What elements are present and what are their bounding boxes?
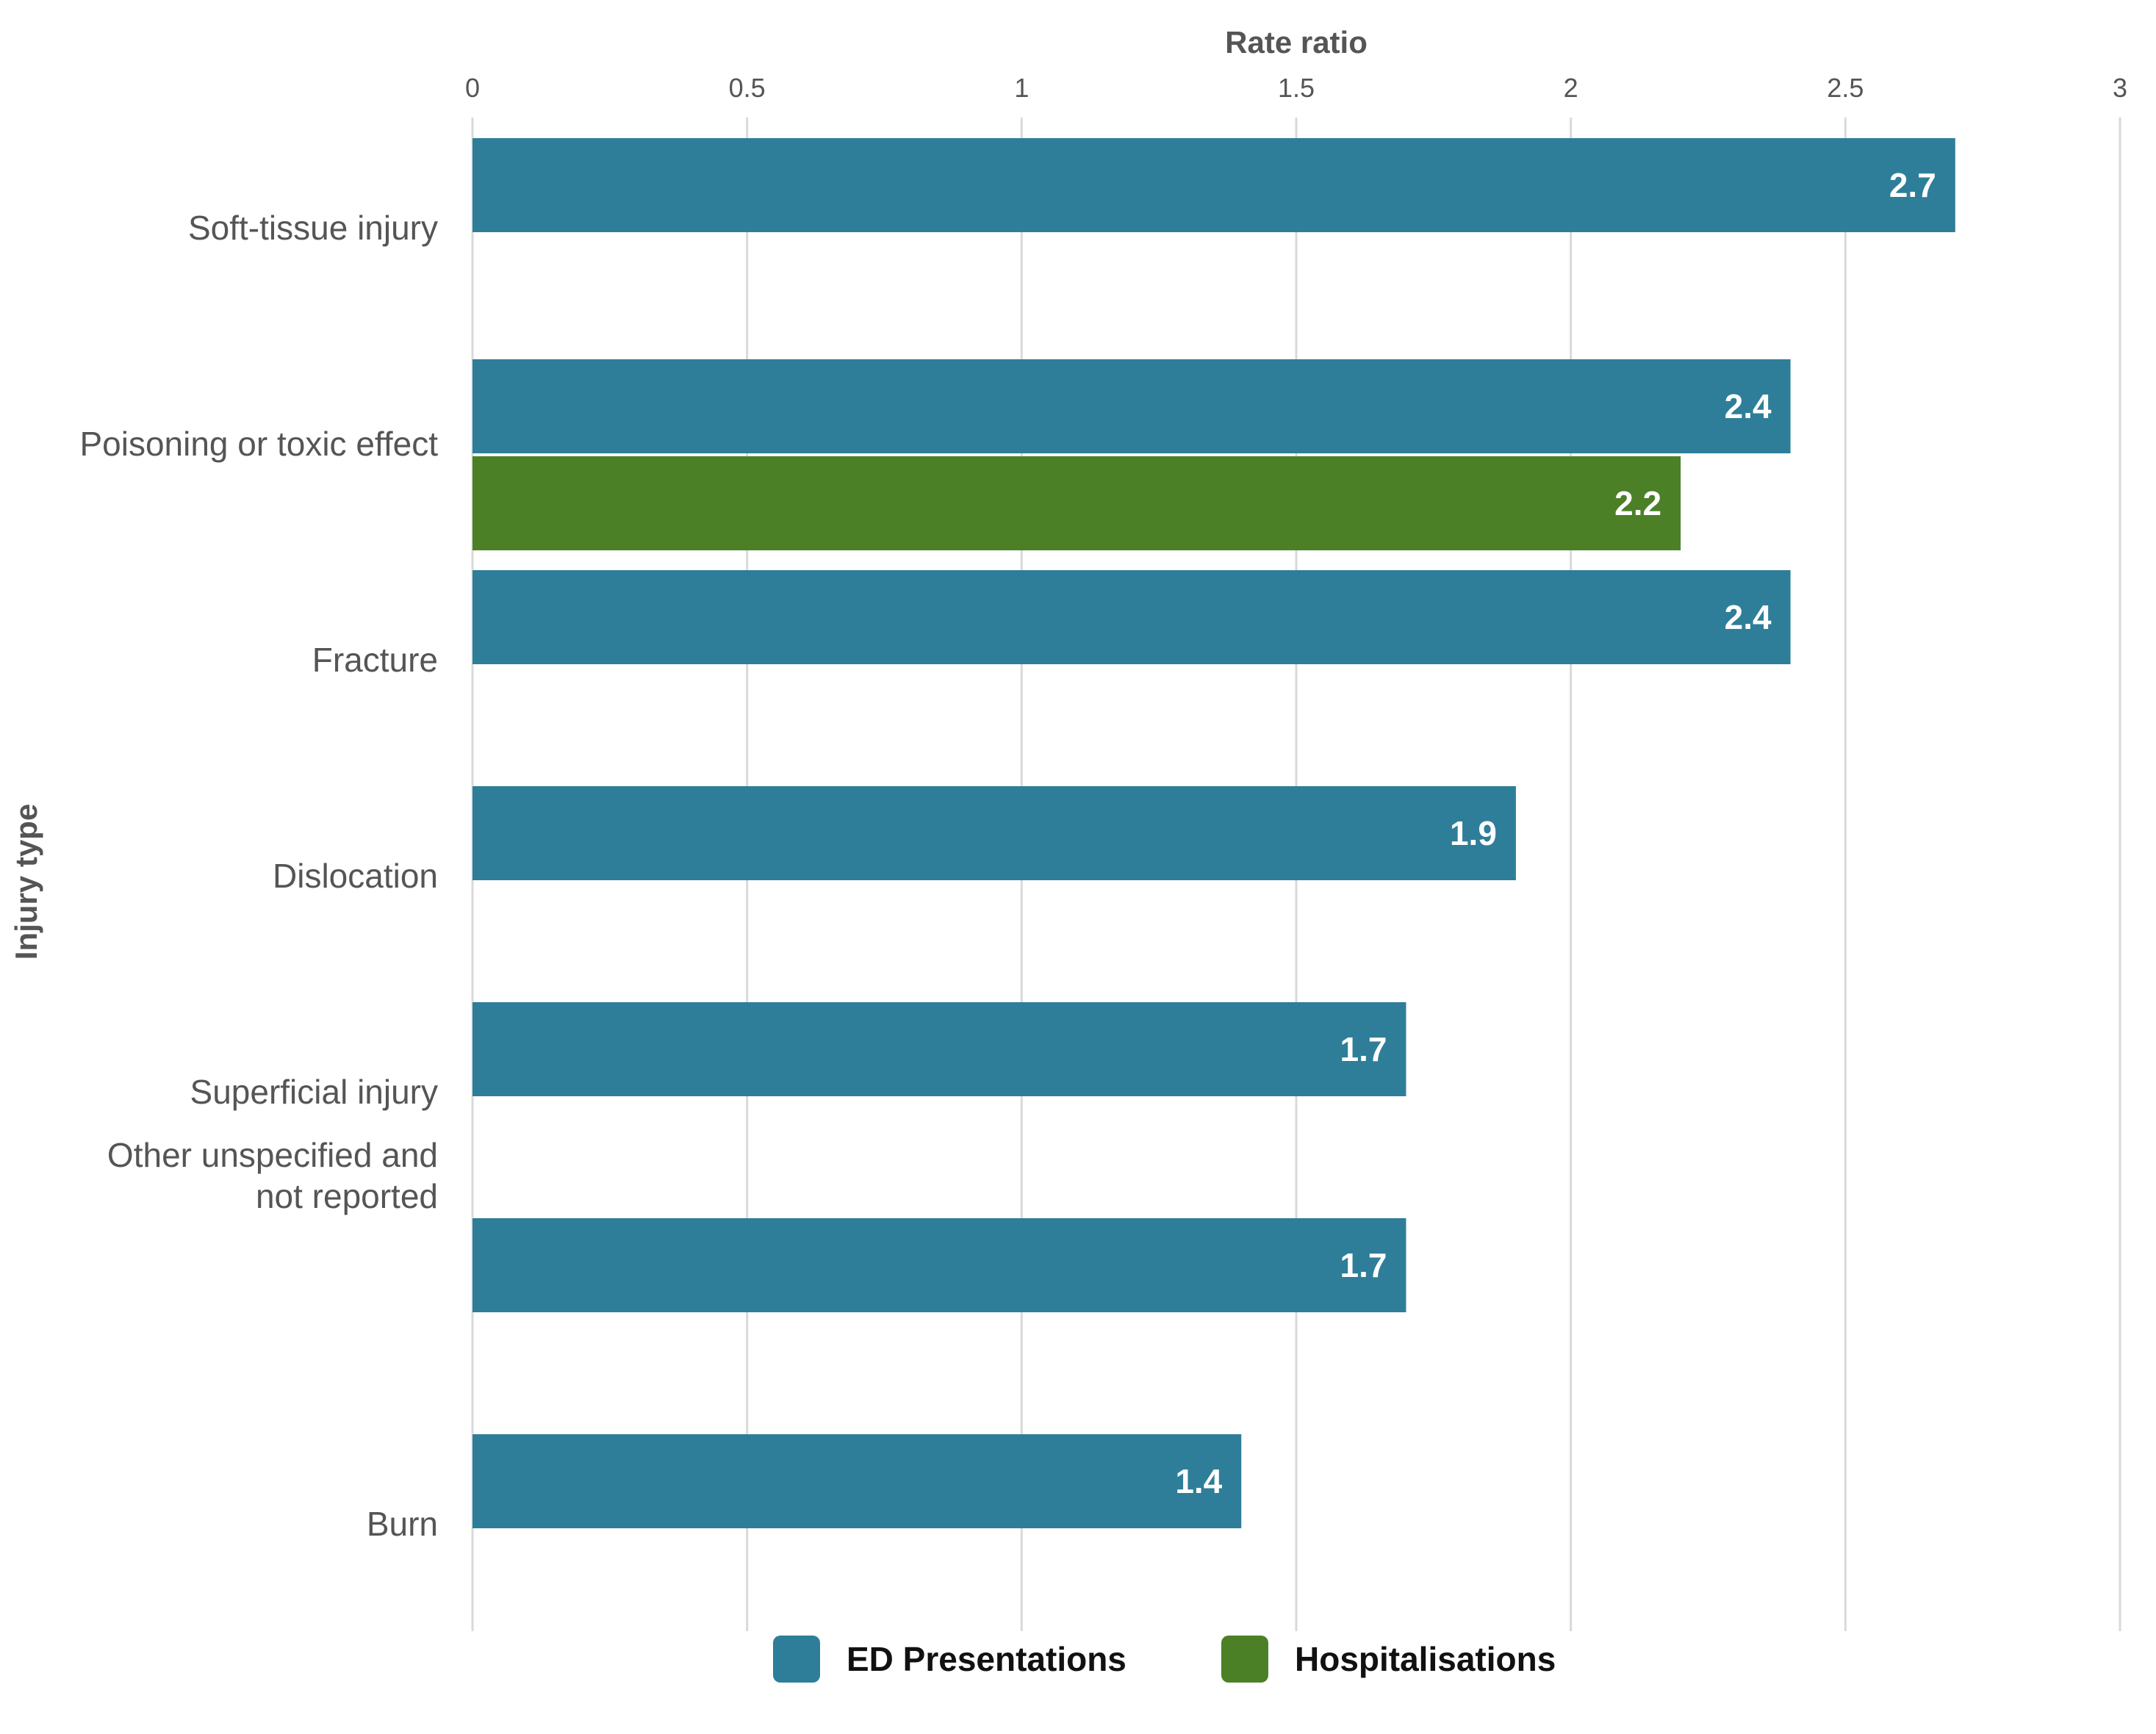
x-tick-label: 2.5: [1827, 73, 1864, 103]
category-label-line: Soft-tissue injury: [188, 209, 438, 247]
category-labels: Soft-tissue injury Poisoning or toxic eff…: [79, 209, 438, 1543]
bar-value-label: 1.7: [1340, 1030, 1387, 1068]
category-label-line: Other unspecified and: [107, 1136, 438, 1174]
bar-hosp: [472, 456, 1681, 550]
bar-value-label: 1.7: [1340, 1246, 1387, 1284]
category-label-line: Superficial injury: [190, 1073, 438, 1111]
legend-swatch: [773, 1636, 820, 1683]
bar-ed: [472, 359, 1791, 453]
bar-value-label: 2.4: [1725, 387, 1772, 425]
x-tick-label: 0.5: [729, 73, 766, 103]
category-label: Dislocation: [273, 857, 438, 895]
bar-value-label: 1.4: [1175, 1462, 1222, 1500]
category-label: Superficial injury: [190, 1073, 438, 1111]
legend: ED Presentations Hospitalisations: [773, 1636, 1556, 1683]
category-label-line: Poisoning or toxic effect: [79, 425, 438, 463]
category-label: Burn: [367, 1505, 438, 1543]
x-tick-label: 1: [1014, 73, 1029, 103]
bar-ed: [472, 570, 1791, 664]
bar-value-label: 2.2: [1614, 484, 1661, 522]
category-label-line: Dislocation: [273, 857, 438, 895]
legend-label: Hospitalisations: [1295, 1640, 1556, 1678]
bar-value-label: 1.9: [1450, 814, 1497, 852]
bars: 2.7 2.4 2.2 2.4 1.9 1.7 1.7 1.4: [472, 138, 1955, 1528]
category-label: Fracture: [312, 641, 438, 679]
bar-ed: [472, 138, 1955, 232]
bar-ed: [472, 1002, 1406, 1096]
category-label-line: Fracture: [312, 641, 438, 679]
bar-value-label: 2.4: [1725, 598, 1772, 636]
bar-ed: [472, 1434, 1242, 1528]
x-axis-title: Rate ratio: [1225, 25, 1368, 60]
x-tick-label: 3: [2113, 73, 2127, 103]
category-label-line: Burn: [367, 1505, 438, 1543]
category-label-line: not reported: [256, 1177, 438, 1215]
bar-value-label: 2.7: [1889, 166, 1936, 204]
legend-swatch: [1221, 1636, 1268, 1683]
category-label: Other unspecified and not reported: [107, 1136, 438, 1215]
x-tick-label: 1.5: [1278, 73, 1315, 103]
legend-label: ED Presentations: [847, 1640, 1126, 1678]
category-label: Soft-tissue injury: [188, 209, 438, 247]
category-label: Poisoning or toxic effect: [79, 425, 438, 463]
bar-ed: [472, 786, 1516, 880]
x-tick-label: 2: [1564, 73, 1578, 103]
bar-ed: [472, 1218, 1406, 1312]
x-tick-label: 0: [465, 73, 480, 103]
x-axis-ticks: 0 0.5 1 1.5 2 2.5 3: [465, 73, 2127, 103]
y-axis-title: Injury type: [9, 804, 43, 960]
